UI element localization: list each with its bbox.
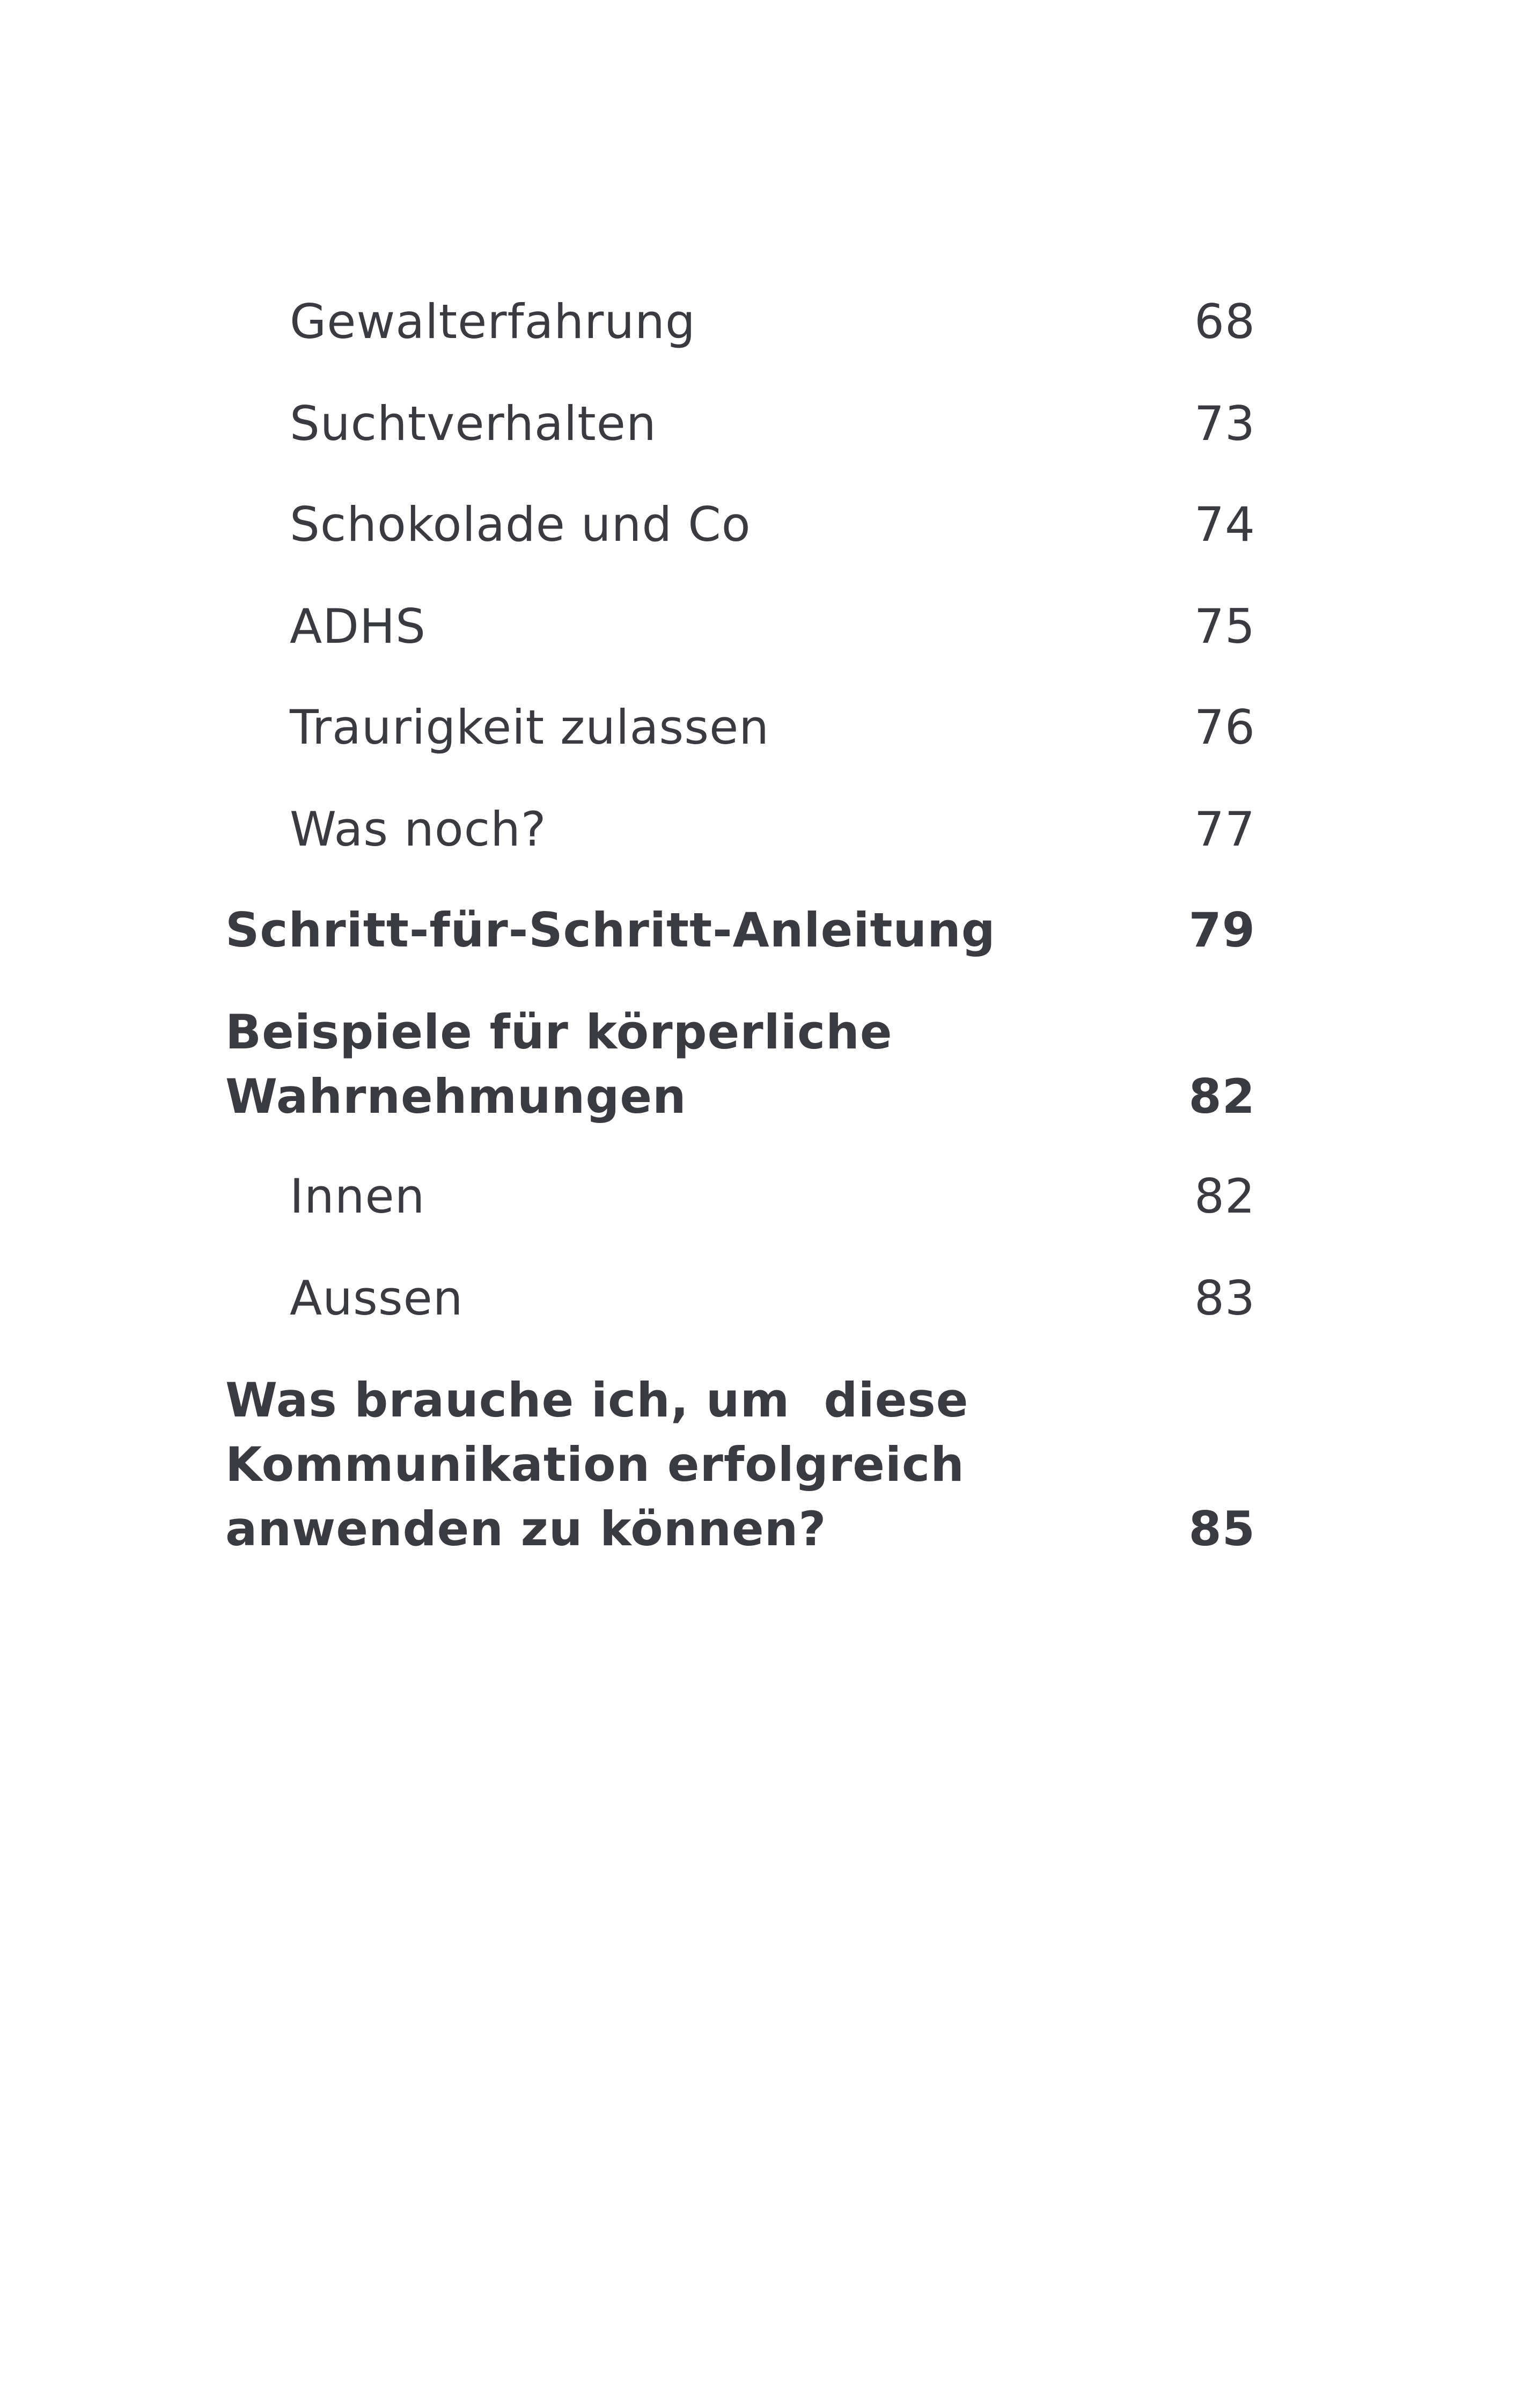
- toc-entry-title: ADHS: [290, 599, 426, 654]
- toc-entry-page-number: 77: [1194, 802, 1255, 857]
- toc-entry-page-number: 68: [1194, 294, 1255, 349]
- toc-entry-title: Was noch?: [290, 802, 547, 857]
- toc-entry-title: Aussen: [290, 1271, 464, 1326]
- toc-entry-beispiele: Beispiele für körperliche Wahrnehmungen …: [225, 1000, 1255, 1129]
- toc-entry-was-brauche-ich: Was brauche ich, um diese Kommunikation …: [225, 1368, 1255, 1561]
- toc-entry-page-number: 76: [1194, 700, 1255, 755]
- toc-entry-page-number: 85: [1188, 1501, 1255, 1557]
- toc-entry-page-number: 82: [1194, 1169, 1255, 1224]
- toc-entry-title: Gewalterfahrung: [290, 294, 696, 349]
- toc-entry-gewalterfahrung: Gewalterfahrung 68: [225, 290, 1255, 354]
- toc-entry-adhs: ADHS 75: [225, 594, 1255, 659]
- toc-entry-page-number: 79: [1188, 902, 1255, 958]
- toc-entry-aussen: Aussen 83: [225, 1266, 1255, 1331]
- toc-entry-title: Suchtverhalten: [290, 396, 657, 451]
- toc-entry-page-number: 75: [1194, 599, 1255, 654]
- toc-entry-was-noch: Was noch? 77: [225, 797, 1255, 862]
- toc-entry-page-number: 83: [1194, 1271, 1255, 1326]
- toc-entry-schokolade: Schokolade und Co 74: [225, 493, 1255, 557]
- toc-entry-traurigkeit: Traurigkeit zulassen 76: [225, 695, 1255, 760]
- toc-entry-page-number: 73: [1194, 396, 1255, 451]
- toc-entry-anleitung: Schritt-für-Schritt-Anleitung 79: [225, 898, 1255, 963]
- toc-entry-title: Schritt-für-Schritt-Anleitung: [225, 902, 996, 958]
- toc-entry-innen: Innen 82: [225, 1164, 1255, 1229]
- toc-entry-page-number: 82: [1188, 1069, 1255, 1124]
- toc-entry-suchtverhalten: Suchtverhalten 73: [225, 392, 1255, 456]
- toc-entry-page-number: 74: [1194, 497, 1255, 552]
- toc-entry-title: Was brauche ich, um diese Kommunikation …: [225, 1372, 969, 1557]
- toc-entry-title: Schokolade und Co: [290, 497, 751, 552]
- toc-entry-title: Innen: [290, 1169, 425, 1224]
- toc-entry-title: Beispiele für körperliche Wahrnehmungen: [225, 1004, 893, 1124]
- toc-entry-title: Traurigkeit zulassen: [290, 700, 770, 755]
